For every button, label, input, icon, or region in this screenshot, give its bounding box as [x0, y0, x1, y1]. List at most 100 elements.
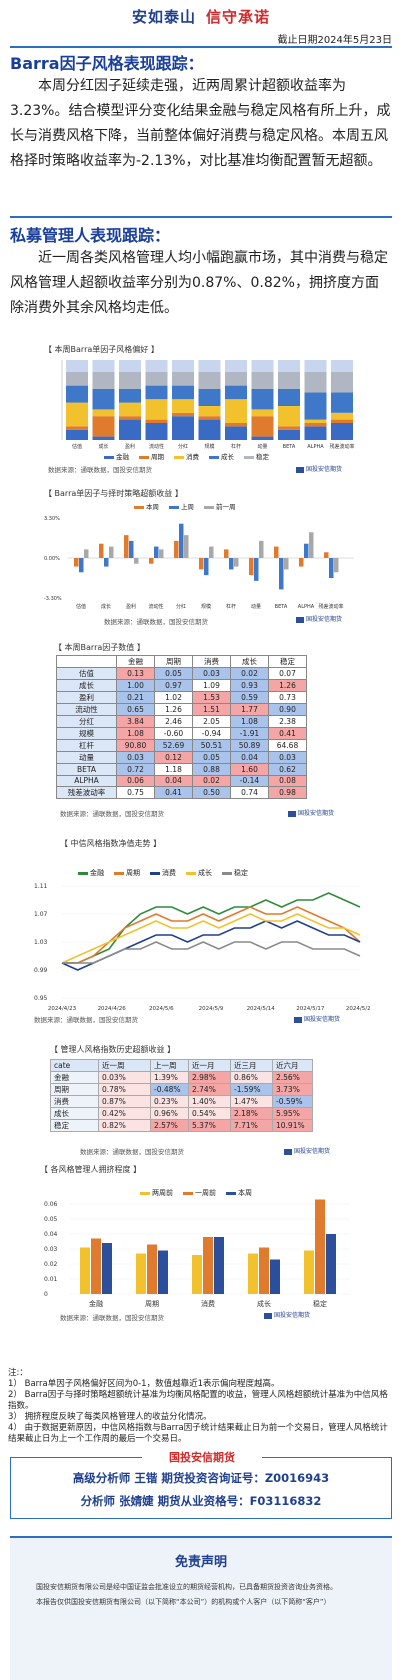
note-item: 4） 由于数据更新原因，中信风格指数与Barra因子统计结果截止日为前一个交易日…	[8, 1423, 388, 1444]
table-cell: 金融	[50, 1071, 99, 1084]
table-cell: 1.09	[192, 679, 231, 692]
legend-item: 消费	[174, 453, 199, 461]
bar-segment	[304, 392, 327, 420]
section1-body: 本周分红因子延续走强，近两周累计超额收益率为3.23%。结合模型评分变化结果金融…	[10, 78, 391, 169]
table-cell: 1.18	[154, 763, 193, 776]
series-line	[61, 913, 361, 964]
bar	[334, 558, 339, 573]
tick-label: ALPHA	[298, 604, 315, 610]
table-cell: 5.95%	[272, 1107, 313, 1120]
table2: cate 近一周 上一周 近一月 近三月 近六月 金融 0.03% 1.39% 2.98% 0.86…	[50, 1059, 313, 1132]
logo: 国投安信期货	[283, 1146, 330, 1155]
tick-label: 成长	[257, 1299, 271, 1308]
analyst-box: 国投安信期货 高级分析师 王锴 期货投资咨询证号：Z0016943 分析师 张婧…	[10, 1449, 392, 1519]
bar-segment	[145, 423, 168, 440]
bar	[209, 546, 214, 558]
table-cell: 1.26	[154, 703, 193, 716]
section2-title: 私募管理人表现跟踪：	[10, 226, 171, 245]
table-cell: 1.02	[154, 691, 193, 704]
bar	[184, 535, 189, 558]
table-cell: 0.65	[116, 703, 155, 716]
tick-label: 消费	[201, 1299, 215, 1308]
bar	[129, 540, 134, 558]
table-row: 动量 0.03 0.12 0.05 0.04 0.03	[56, 751, 307, 764]
chart3-source: 数据来源：通联数据，国投安信期货	[34, 1016, 138, 1024]
bar-segment	[331, 372, 353, 393]
y-tick-label: 0.02	[44, 1261, 58, 1268]
series-line	[62, 906, 361, 964]
bar-segment	[225, 372, 247, 386]
tick-label: 估值	[72, 443, 82, 450]
y-tick-label: 0.03	[44, 1246, 58, 1253]
table-cell: 0.97	[154, 679, 193, 692]
bar-segment	[119, 416, 141, 420]
logo: 国投安信期货	[287, 808, 334, 817]
table-cell: 0.03%	[98, 1071, 151, 1084]
bar-segment	[92, 436, 115, 440]
bar-segment	[92, 389, 115, 410]
x-tick-label: 2024/5/22	[346, 1006, 370, 1012]
chart3-legend: 金融 周期 消费 成长 稳定	[78, 868, 258, 878]
table-row: ALPHA 0.06 0.04 0.02 -0.14 0.08	[56, 774, 307, 787]
bar	[147, 1244, 157, 1294]
bar	[159, 549, 164, 558]
y-tick-label: 0	[44, 1291, 48, 1298]
notes: 注:： 1） Barra单因子风格偏好区间为0-1，数值越靠近1表示偏向程度越高…	[8, 1368, 394, 1445]
y-tick-label: 1.11	[34, 883, 48, 890]
bar-segment	[119, 389, 141, 403]
tick-label: 流动性	[149, 443, 164, 450]
chart4-legend: 两周前 一周前 本周	[140, 1188, 262, 1198]
y-tick-label: 0.00%	[44, 556, 60, 562]
tick-label: ALPHA	[307, 444, 324, 450]
legend-item: 本周	[226, 1189, 252, 1197]
y-tick-label: 0.05	[44, 1216, 58, 1223]
bar-segment	[225, 423, 247, 427]
chart-factor-excess: 【 Barra单因子与择时策略超额收益 】 本周 上周 前一周 3.30% 0.00%…	[44, 488, 364, 628]
table-header-cell: 成长	[230, 655, 269, 668]
tick-label: 流动性	[148, 603, 163, 610]
bar-segment	[172, 399, 194, 413]
y-tick-label: 3.30%	[44, 516, 60, 522]
table-cell: 1.51	[192, 703, 231, 716]
table-cell: 0.72	[116, 763, 155, 776]
bar-segment	[278, 426, 300, 430]
table-cell: 1.08	[230, 715, 269, 728]
legend-item: 成长	[209, 453, 234, 461]
logo: 国投安信期货	[295, 614, 342, 623]
bar	[174, 540, 179, 558]
bar	[154, 546, 159, 558]
table-cell: 0.41	[154, 786, 193, 799]
slogan-part2: 信守承诺	[206, 8, 271, 26]
table-cell: 2.74%	[188, 1083, 231, 1096]
bar-segment	[145, 360, 168, 372]
legend-label: 稳定	[256, 453, 269, 461]
logo: 国投安信期货	[295, 464, 342, 473]
disclaimer-p1: 国投安信期货有限公司是经中国证监会批准设立的期货经营机构，已具备期货投资咨询业务…	[36, 1583, 337, 1591]
y-tick-label: 0.04	[44, 1231, 58, 1238]
table-row: BETA 0.72 1.18 0.88 1.60 0.62	[56, 763, 307, 776]
table-header-cell: 近一月	[188, 1059, 231, 1072]
legend-swatch	[169, 505, 179, 509]
table-cell: 64.68	[268, 739, 307, 752]
x-tick-label: 2024/5/17	[296, 1006, 325, 1012]
table-row: 流动性 0.65 1.26 1.51 1.77 0.90	[56, 703, 307, 716]
table-cell: 10.91%	[272, 1119, 313, 1132]
table-cell: 3.84	[116, 715, 155, 728]
bar	[149, 558, 154, 564]
tick-label: 残差波动率	[318, 603, 343, 610]
table-cell: -0.94	[192, 727, 231, 740]
table-cell: 2.38	[268, 715, 307, 728]
table-cell: 0.21	[116, 691, 155, 704]
chart4-title: 【 各风格管理人拥挤程度 】	[40, 1165, 142, 1174]
table-cell: 0.04	[230, 751, 269, 764]
table2-title: 【 管理人风格指数历史超额收益 】	[50, 1045, 176, 1054]
table-cell: 0.41	[268, 727, 307, 740]
table-cell: 0.90	[268, 703, 307, 716]
table-row: 估值 0.13 0.05 0.03 0.02 0.07	[56, 667, 307, 680]
table-header-row: 金融 周期 消费 成长 稳定	[56, 655, 307, 668]
section-divider	[10, 216, 392, 218]
chart2-title: 【 Barra单因子与择时策略超额收益 】	[44, 489, 183, 498]
bar-segment	[225, 426, 247, 440]
bar-segment	[172, 416, 194, 440]
